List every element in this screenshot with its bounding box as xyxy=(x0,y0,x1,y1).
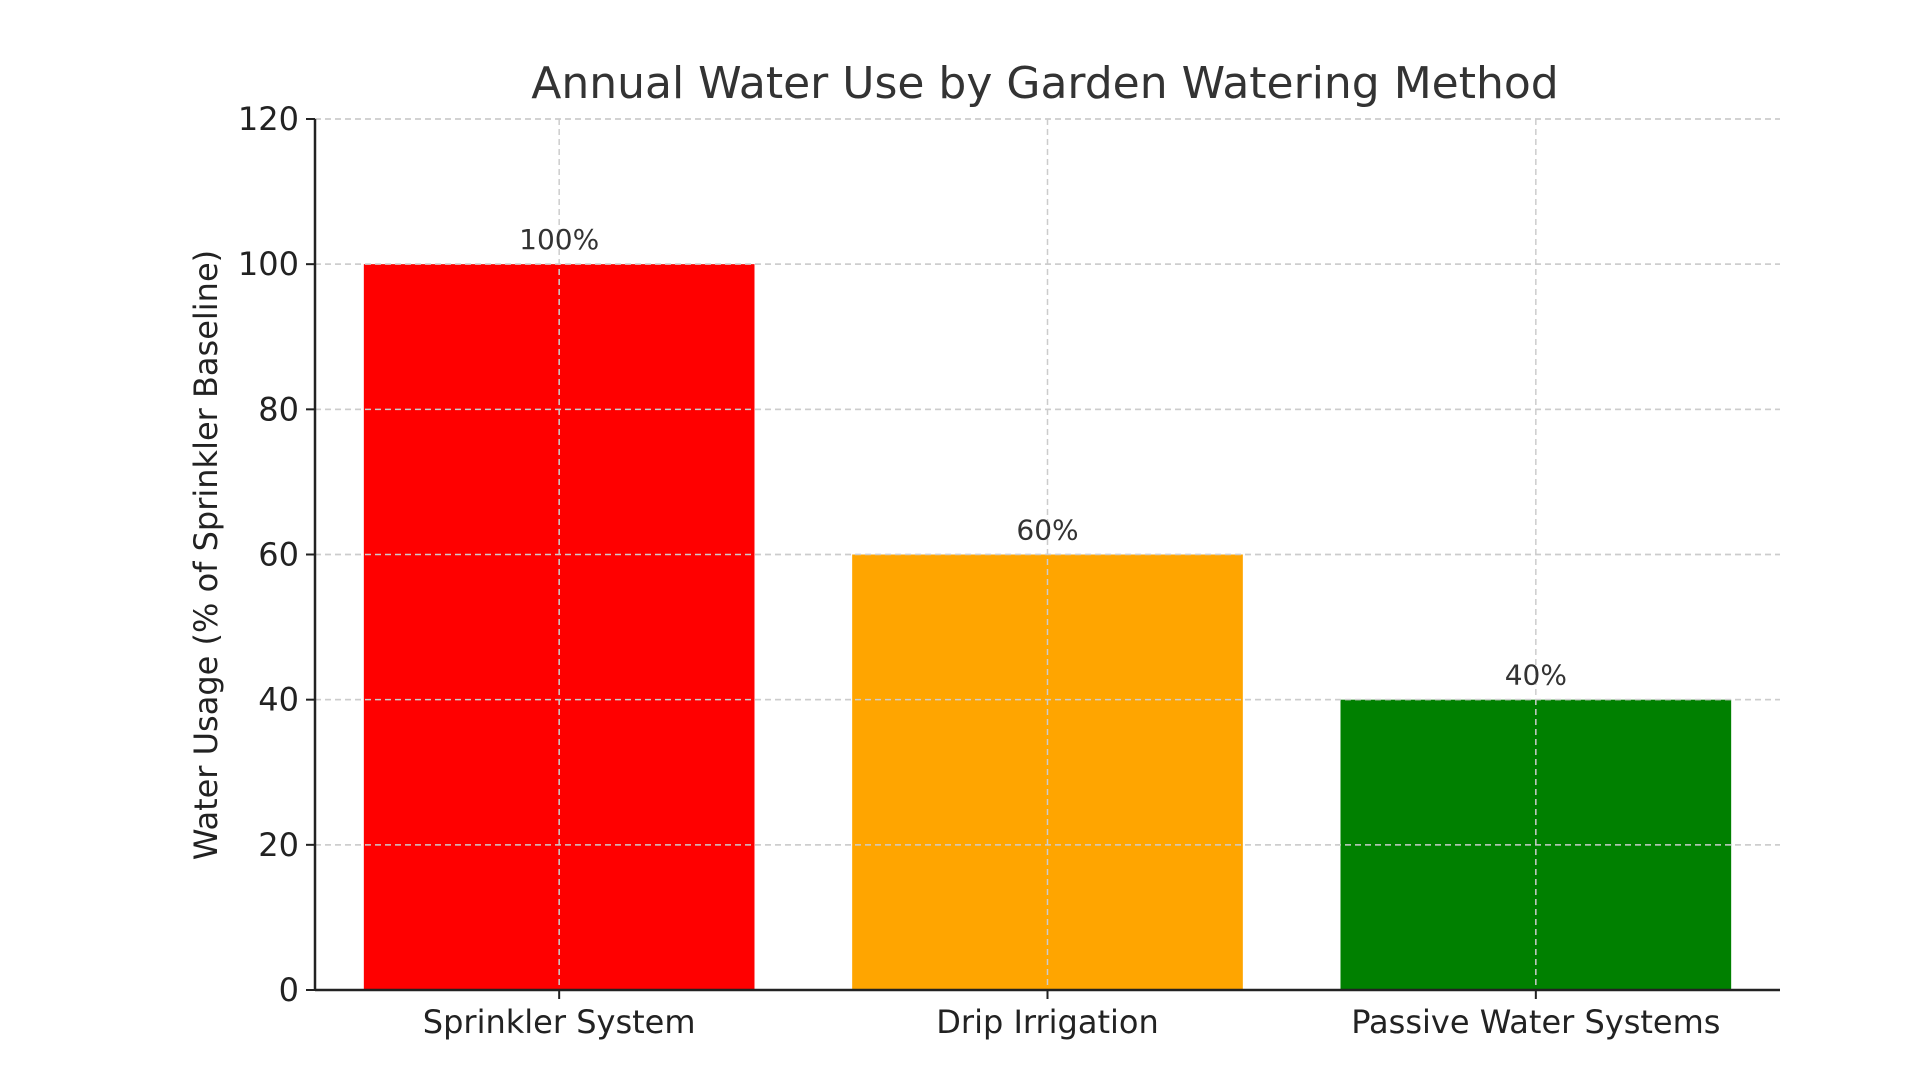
y-tick-label: 120 xyxy=(238,100,299,138)
x-tick-label: Sprinkler System xyxy=(423,1003,696,1041)
y-axis-label: Water Usage (% of Sprinkler Baseline) xyxy=(187,250,225,860)
x-tick-label: Passive Water Systems xyxy=(1351,1003,1720,1041)
x-ticks: Sprinkler System Drip Irrigation Passive W… xyxy=(423,990,1720,1041)
y-tick-label: 60 xyxy=(258,536,299,574)
bar-value-label: 60% xyxy=(1016,514,1078,547)
chart-title: Annual Water Use by Garden Watering Meth… xyxy=(531,58,1559,109)
y-tick-label: 20 xyxy=(258,826,299,864)
y-ticks: 0 20 40 60 80 100 120 xyxy=(238,100,315,1009)
y-tick-label: 80 xyxy=(258,390,299,428)
bar-value-label: 100% xyxy=(519,223,599,256)
y-tick-label: 40 xyxy=(258,681,299,719)
bar-value-label: 40% xyxy=(1505,659,1567,692)
y-tick-label: 100 xyxy=(238,245,299,283)
y-tick-label: 0 xyxy=(279,971,299,1009)
data-labels: 100% 60% 40% xyxy=(519,223,1567,692)
grid-lines-front xyxy=(315,118,1780,991)
x-tick-label: Drip Irrigation xyxy=(936,1003,1158,1041)
